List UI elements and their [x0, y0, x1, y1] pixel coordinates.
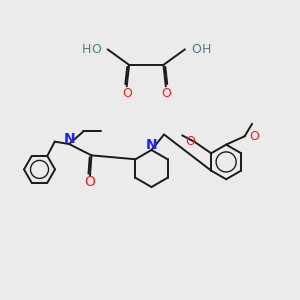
Text: O: O — [122, 87, 132, 100]
Text: O: O — [191, 43, 201, 56]
Text: N: N — [63, 132, 75, 146]
Text: O: O — [185, 135, 195, 148]
Text: O: O — [91, 43, 101, 56]
Text: O: O — [249, 130, 259, 143]
Text: O: O — [85, 175, 95, 189]
Text: O: O — [161, 87, 171, 100]
Text: H: H — [201, 43, 211, 56]
Text: N: N — [146, 138, 157, 152]
Text: H: H — [82, 43, 91, 56]
